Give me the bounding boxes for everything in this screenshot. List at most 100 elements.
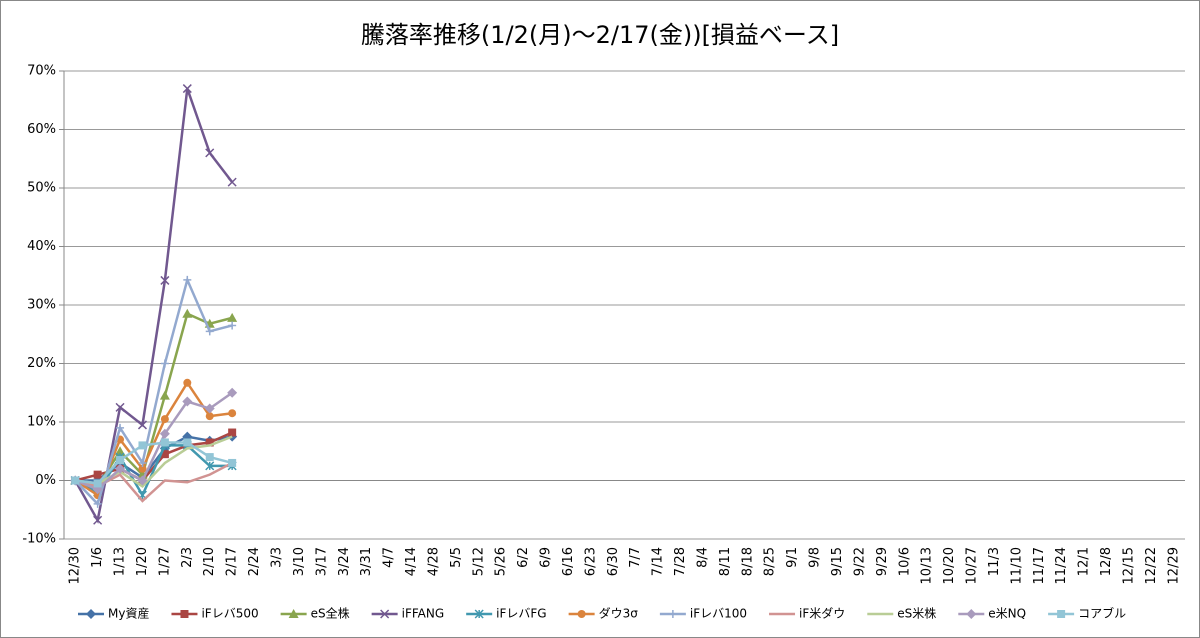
x-tick-label: 1/13 bbox=[113, 547, 128, 576]
marker bbox=[180, 610, 189, 618]
legend-label: iFレバ500 bbox=[201, 607, 258, 621]
x-tick-label: 8/18 bbox=[740, 547, 755, 576]
marker bbox=[138, 441, 147, 450]
legend: My資産 iFレバ500 eS全株 iFFANG iFレバFG ダウ3σ iFレバ100 iF… bbox=[78, 606, 1126, 621]
y-tick-label: 60% bbox=[27, 122, 56, 137]
x-tick-label: 12/30 bbox=[68, 547, 83, 584]
x-tick-label: 9/15 bbox=[830, 547, 845, 576]
x-tick-label: 12/8 bbox=[1099, 547, 1114, 576]
x-tick-label: 10/13 bbox=[920, 547, 935, 584]
legend-label: iF米ダウ bbox=[799, 606, 845, 621]
x-tick-label: 3/31 bbox=[359, 547, 374, 576]
y-tick-label: 10% bbox=[27, 415, 56, 430]
x-tick-label: 3/24 bbox=[337, 547, 352, 576]
marker bbox=[160, 438, 169, 447]
series bbox=[71, 438, 237, 488]
marker bbox=[577, 610, 586, 618]
x-tick-label: 6/16 bbox=[561, 547, 576, 576]
x-tick-label: 8/11 bbox=[718, 547, 733, 576]
marker bbox=[228, 321, 237, 330]
x-tick-label: 4/7 bbox=[382, 547, 397, 568]
y-tick-label: 70% bbox=[27, 64, 56, 79]
x-tick-label: 12/29 bbox=[1166, 547, 1181, 584]
x-tick-label: 10/27 bbox=[965, 547, 980, 584]
marker bbox=[1057, 610, 1066, 618]
x-tick-label: 11/24 bbox=[1054, 547, 1069, 584]
marker bbox=[160, 275, 170, 285]
legend-label: iFFANG bbox=[402, 607, 445, 621]
marker bbox=[228, 409, 237, 418]
x-tick-label: 6/2 bbox=[516, 547, 531, 568]
legend-label: iFレバ100 bbox=[690, 607, 747, 621]
marker bbox=[205, 438, 214, 447]
x-tick-label: 7/7 bbox=[628, 547, 643, 568]
marker bbox=[115, 402, 125, 412]
marker bbox=[137, 420, 148, 430]
marker bbox=[205, 461, 215, 471]
x-tick-label: 8/4 bbox=[695, 547, 710, 568]
legend-label: ダウ3σ bbox=[599, 606, 639, 621]
marker bbox=[966, 609, 977, 619]
x-tick-label: 1/20 bbox=[135, 547, 150, 576]
legend-label: e米NQ bbox=[988, 607, 1026, 621]
marker bbox=[227, 177, 237, 187]
marker bbox=[138, 458, 147, 467]
marker bbox=[93, 479, 102, 488]
marker bbox=[204, 403, 215, 414]
marker bbox=[93, 499, 102, 508]
x-tick-label: 2/3 bbox=[180, 547, 195, 568]
marker bbox=[183, 378, 192, 387]
marker bbox=[183, 438, 192, 447]
marker bbox=[474, 609, 484, 619]
y-tick-label: 40% bbox=[27, 239, 56, 254]
x-tick-label: 11/3 bbox=[987, 547, 1002, 576]
x-tick-label: 9/29 bbox=[875, 547, 890, 576]
x-tick-label: 8/25 bbox=[763, 547, 778, 576]
marker bbox=[205, 412, 214, 421]
series-line bbox=[74, 276, 233, 507]
series-line bbox=[74, 88, 234, 524]
x-tick-label: 12/15 bbox=[1121, 547, 1136, 584]
marker bbox=[71, 476, 80, 485]
x-tick-label: 12/22 bbox=[1144, 547, 1159, 584]
marker bbox=[116, 423, 125, 432]
x-tick-label: 10/6 bbox=[897, 547, 912, 576]
legend-label: My資産 bbox=[108, 606, 149, 621]
y-tick-label: 0% bbox=[35, 473, 56, 488]
y-tick-label: 30% bbox=[27, 298, 56, 313]
marker bbox=[93, 515, 103, 525]
marker bbox=[116, 456, 125, 465]
x-tick-label: 7/14 bbox=[651, 547, 666, 576]
marker bbox=[380, 609, 390, 619]
legend-label: eS全株 bbox=[311, 606, 350, 621]
x-tick-label: 3/17 bbox=[314, 547, 329, 576]
marker bbox=[115, 446, 126, 456]
legend-label: コアブル bbox=[1078, 606, 1126, 621]
marker bbox=[160, 415, 169, 424]
legend-label: eS米株 bbox=[897, 606, 936, 621]
y-tick-label: 20% bbox=[27, 356, 56, 371]
x-tick-label: 3/3 bbox=[269, 547, 284, 568]
x-tick-label: 2/24 bbox=[247, 547, 262, 576]
marker bbox=[115, 463, 126, 474]
marker bbox=[668, 610, 677, 618]
marker bbox=[227, 387, 238, 398]
marker bbox=[182, 84, 192, 94]
marker bbox=[159, 390, 170, 400]
marker bbox=[182, 308, 193, 318]
x-tick-label: 4/28 bbox=[426, 547, 441, 576]
chart-title: 騰落率推移(1/2(月)～2/17(金))[損益ベース] bbox=[361, 21, 839, 49]
x-tick-label: 11/10 bbox=[1009, 547, 1024, 584]
marker bbox=[93, 470, 102, 479]
x-tick-label: 9/22 bbox=[852, 547, 867, 576]
x-tick-label: 9/8 bbox=[808, 547, 823, 568]
x-tick-label: 6/30 bbox=[606, 547, 621, 576]
x-tick-label: 12/1 bbox=[1077, 547, 1092, 576]
marker bbox=[227, 312, 238, 322]
marker bbox=[288, 609, 299, 618]
marker bbox=[182, 396, 193, 407]
x-tick-label: 6/9 bbox=[539, 547, 554, 568]
marker bbox=[137, 475, 148, 486]
x-tick-label: 5/26 bbox=[494, 547, 509, 576]
